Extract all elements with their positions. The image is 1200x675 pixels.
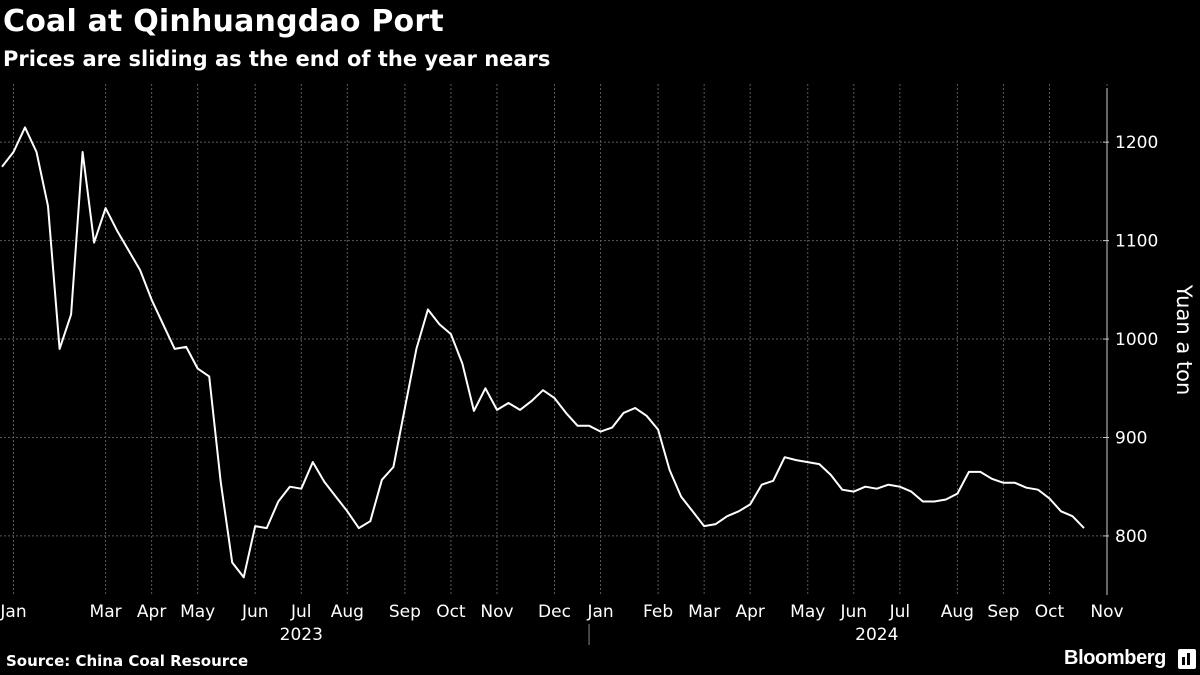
chart-title: Coal at Qinhuangdao Port bbox=[3, 4, 444, 39]
x-tick-label: Mar bbox=[688, 602, 720, 622]
x-tick-label: Jul bbox=[889, 602, 911, 622]
x-tick-label: May bbox=[180, 602, 215, 622]
x-tick-label: Jan bbox=[0, 602, 27, 622]
source-note: Source: China Coal Resource bbox=[6, 652, 249, 670]
x-tick-label: Sep bbox=[987, 602, 1019, 622]
y-tick-label: 800 bbox=[1115, 527, 1147, 547]
x-tick-label: Feb bbox=[643, 602, 673, 622]
x-tick-label: Oct bbox=[1035, 602, 1065, 622]
x-tick-label: Dec bbox=[538, 602, 571, 622]
y-tick-label: 1000 bbox=[1115, 330, 1158, 350]
x-tick-label: Nov bbox=[1090, 602, 1123, 622]
x-tick-label: Apr bbox=[137, 602, 166, 622]
y-tick-label: 1200 bbox=[1115, 133, 1158, 153]
x-tick-label: Nov bbox=[480, 602, 513, 622]
x-tick-label: May bbox=[790, 602, 825, 622]
x-tick-label: Jan bbox=[586, 602, 613, 622]
year-label: 2024 bbox=[855, 625, 898, 645]
y-axis-label: Yuan a ton bbox=[1172, 284, 1196, 396]
y-tick-label: 1100 bbox=[1115, 232, 1158, 252]
bloomberg-logo: Bloomberg bbox=[1064, 647, 1166, 669]
x-tick-label: Aug bbox=[331, 602, 364, 622]
year-label: 2023 bbox=[280, 625, 323, 645]
x-tick-label: Sep bbox=[389, 602, 421, 622]
x-tick-label: Apr bbox=[735, 602, 764, 622]
x-tick-label: Oct bbox=[436, 602, 466, 622]
x-tick-label: Jun bbox=[840, 602, 868, 622]
x-tick-label: Jun bbox=[241, 602, 269, 622]
bloomberg-terminal-icon bbox=[1178, 649, 1196, 669]
price-line bbox=[1, 126, 1085, 579]
x-tick-label: Aug bbox=[941, 602, 974, 622]
x-tick-label: Mar bbox=[90, 602, 122, 622]
x-tick-label: Jul bbox=[290, 602, 312, 622]
y-tick-label: 900 bbox=[1115, 428, 1147, 448]
chart-subtitle: Prices are sliding as the end of the yea… bbox=[3, 47, 551, 71]
